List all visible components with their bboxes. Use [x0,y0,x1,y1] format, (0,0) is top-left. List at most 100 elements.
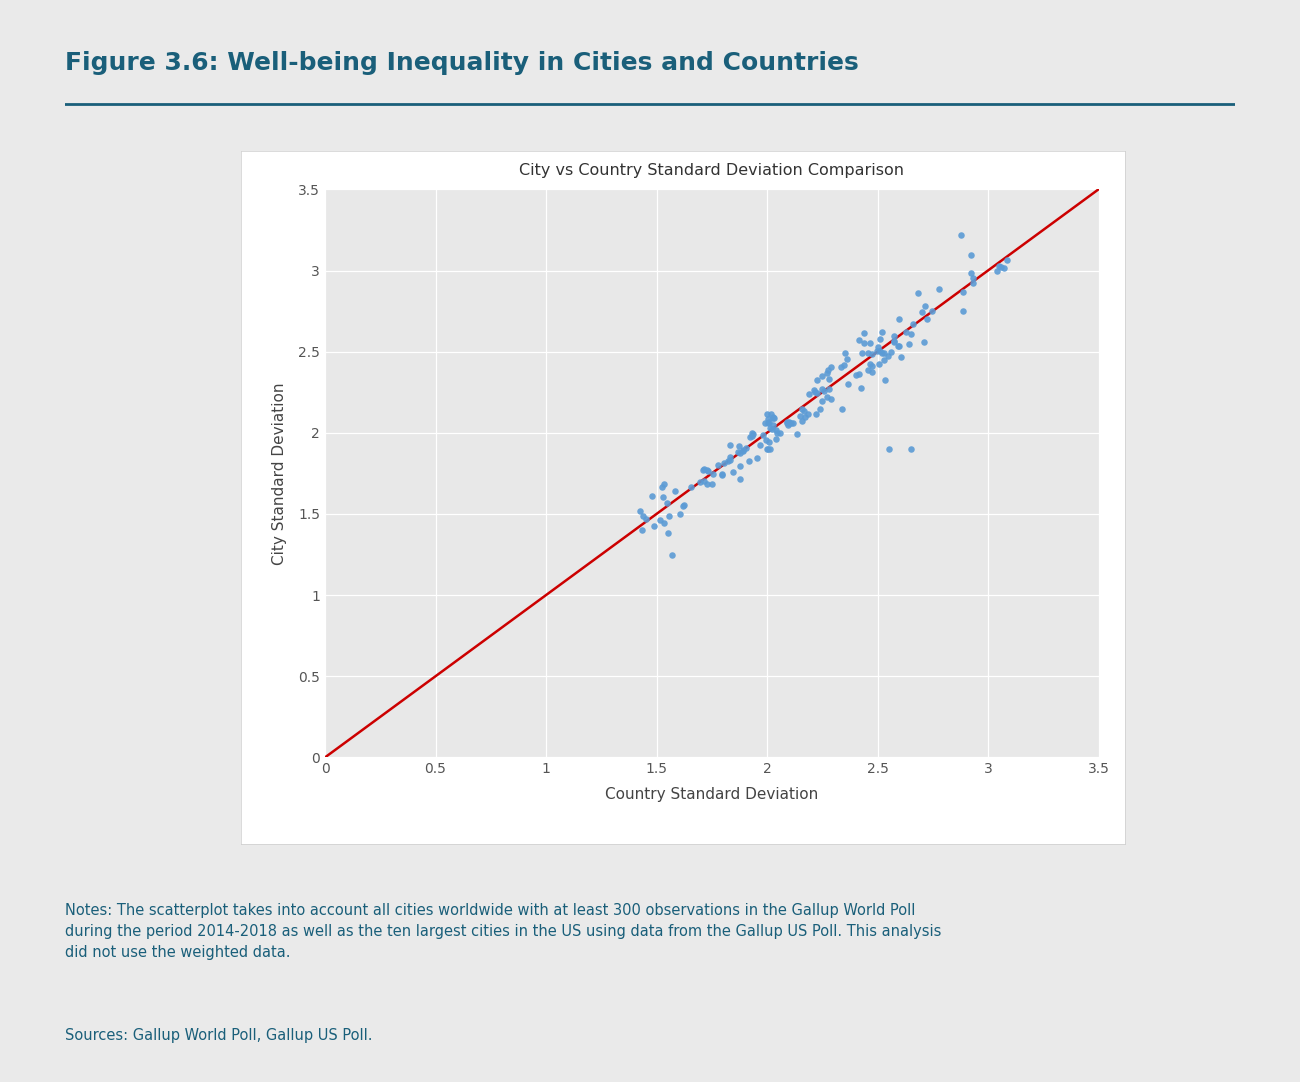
Point [883,333,903,351]
Point [816,388,837,406]
Point [779,414,800,432]
Point [837,375,858,393]
Point [719,449,740,466]
Point [911,303,932,320]
Point [759,440,780,458]
Point [763,410,784,427]
Point [868,339,889,356]
Point [810,400,831,418]
Point [832,400,853,418]
Point [811,381,832,398]
Point [874,344,894,361]
Point [693,461,714,478]
Point [792,400,812,418]
Point [759,434,780,451]
Point [818,361,839,379]
Point [770,425,790,443]
Point [711,466,732,484]
Point [723,463,744,480]
Point [818,381,839,398]
Point [753,426,774,444]
Point [888,338,909,355]
Point [642,488,663,505]
Point [907,283,928,301]
Point [651,478,672,496]
Point [891,348,911,366]
Point [816,365,837,382]
Point [698,462,719,479]
Point [760,406,781,423]
Point [741,424,762,441]
Point [993,259,1014,276]
Point [878,347,898,365]
Point [757,440,777,458]
Point [872,324,893,341]
Point [883,333,903,351]
Point [707,456,728,473]
Point [849,331,870,348]
Point [798,406,819,423]
Point [632,507,653,525]
Point [681,478,702,496]
Point [952,226,972,243]
Point [805,383,826,400]
Point [852,345,872,362]
Point [898,335,919,353]
Point [846,366,867,383]
Point [991,258,1011,275]
Point [850,379,871,396]
Point [656,525,679,542]
Point [758,410,779,427]
Point [766,422,786,439]
Point [963,274,984,291]
Point [720,451,741,469]
Point [883,328,903,345]
Point [754,414,775,432]
Point [953,302,974,319]
Point [741,427,762,445]
Point [819,370,840,387]
Point [961,246,982,263]
Point [783,414,803,432]
Point [694,472,715,489]
Point [872,344,893,361]
Point [636,511,656,528]
Point [733,440,754,458]
Point [952,283,972,301]
Point [862,364,883,381]
Point [861,356,881,373]
Point [806,406,827,423]
Point [835,344,855,361]
Point [792,412,812,430]
Point [732,441,753,459]
Point [928,280,949,298]
Point [798,385,819,403]
Point [820,391,841,408]
Point [814,382,835,399]
Point [664,483,685,500]
Point [766,430,786,447]
Point [736,439,757,457]
Point [870,343,891,360]
Point [727,444,747,461]
Point [987,263,1008,280]
Point [859,334,880,352]
Point [750,437,771,454]
Point [811,368,832,385]
Point [806,371,827,388]
Point [786,425,807,443]
Point [776,413,797,431]
Point [758,440,779,458]
Point [629,502,650,519]
Point [837,351,858,368]
Point [989,258,1010,275]
Point [874,351,894,368]
Point [656,494,677,512]
Point [767,424,788,441]
Point [746,449,767,466]
Point [914,298,935,315]
Point [997,252,1018,269]
Point [849,365,870,382]
Point [762,421,783,438]
Point [653,475,673,492]
